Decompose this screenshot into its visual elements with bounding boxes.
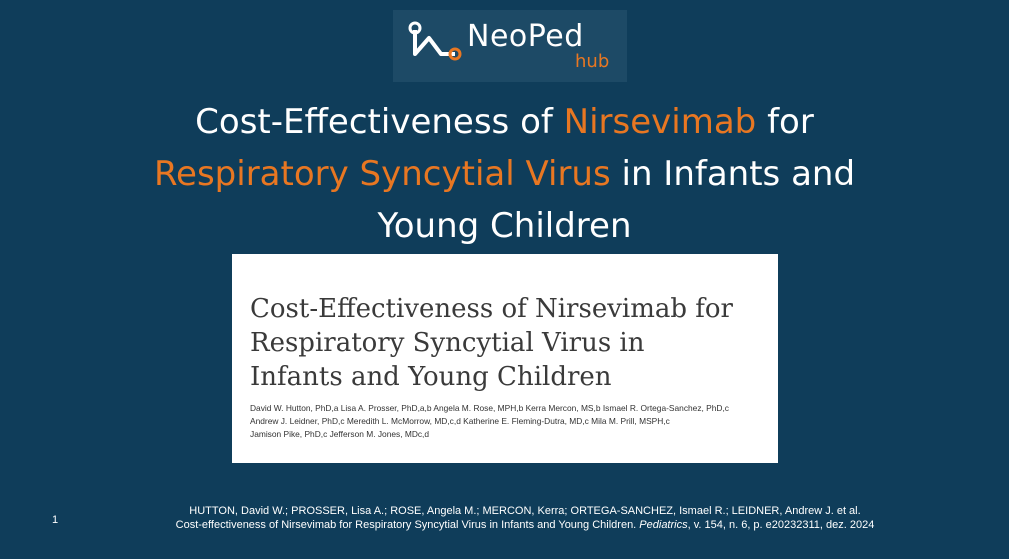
neoped-logo-icon [408, 21, 462, 61]
citation-line-1: HUTTON, David W.; PROSSER, Lisa A.; ROSE… [189, 505, 861, 517]
logo-name: NeoPed [467, 19, 584, 54]
logo-sub: hub [575, 51, 610, 72]
neoped-logo: NeoPed hub [393, 10, 627, 82]
title-accent-nirsevimab: Nirsevimab [563, 102, 757, 142]
title-line-2: Respiratory Syncytial Virus in Infants a… [153, 154, 856, 194]
citation-journal: Pediatrics [639, 519, 688, 531]
citation-line-2: Cost-effectiveness of Nirsevimab for Res… [175, 519, 875, 531]
title-accent-rsv: Respiratory Syncytial Virus [153, 154, 611, 194]
paper-authors: David W. Hutton, PhD,a Lisa A. Prosser, … [250, 403, 729, 439]
paper-excerpt-image: Cost-Effectiveness of Nirsevimab for Res… [232, 254, 778, 463]
slide-title: Cost-Effectiveness of Nirsevimab for Res… [0, 96, 1009, 252]
title-line-3: Young Children [377, 206, 632, 246]
citation: HUTTON, David W.; PROSSER, Lisa A.; ROSE… [140, 504, 910, 532]
title-line-1: Cost-Effectiveness of Nirsevimab for [195, 102, 814, 142]
page-number: 1 [52, 514, 59, 526]
paper-title: Cost-Effectiveness of Nirsevimab for Res… [250, 294, 733, 392]
